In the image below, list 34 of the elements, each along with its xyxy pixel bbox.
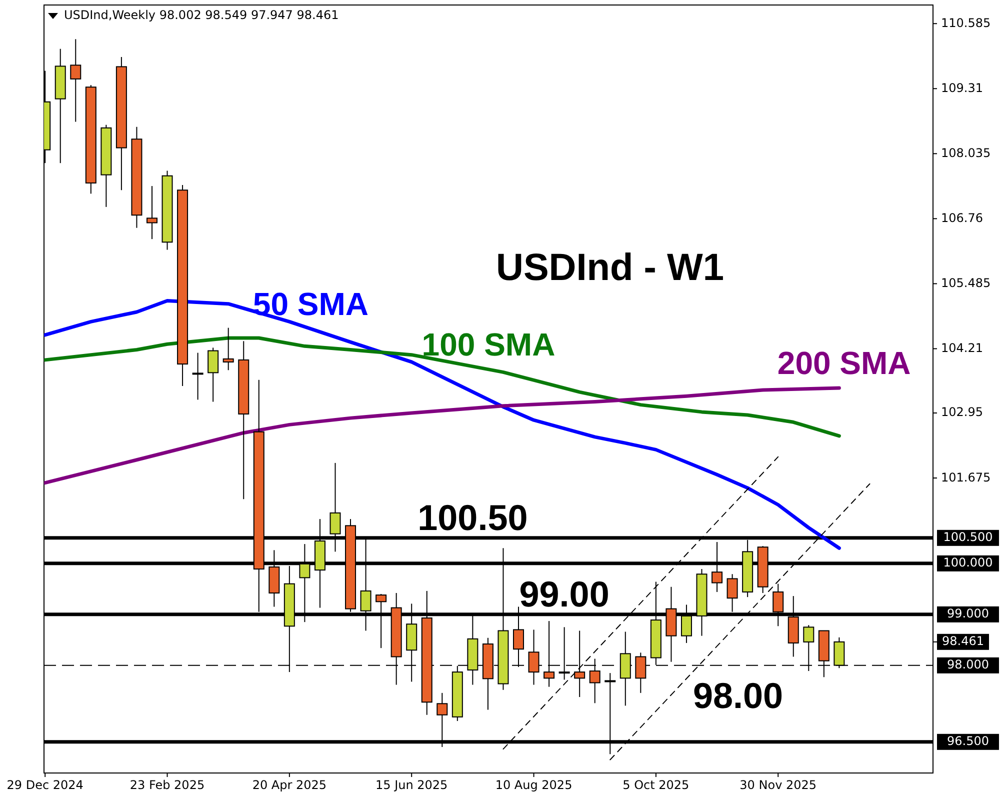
x-tick-label: 20 Apr 2025 (252, 778, 327, 792)
text: USDInd - W1 (496, 247, 724, 289)
ref-line-label: 100.500 (943, 530, 993, 544)
text: 98.461 (942, 634, 984, 648)
ref-line-label: 96.500 (947, 734, 989, 748)
series-label: 200 SMA (777, 344, 911, 381)
annotation: 99.00 (519, 573, 610, 614)
y-tick-label: 108.035 (941, 146, 991, 160)
series-label: 100 SMA (422, 326, 556, 362)
candlestick (222, 327, 234, 371)
y-tick-label: 106.76 (941, 210, 983, 225)
candlestick (208, 347, 219, 402)
annotation: 100.50 (418, 496, 528, 538)
y-tick-label: 101.675 (941, 470, 991, 484)
x-tick-label: 5 Oct 2025 (622, 778, 690, 792)
ref-line-label: 98.000 (947, 658, 989, 672)
x-tick-label: 30 Nov 2025 (740, 778, 817, 792)
y-tick-label: 105.485 (941, 276, 991, 290)
ref-line-label: 99.000 (947, 606, 989, 621)
x-tick-label: 15 Jun 2025 (376, 778, 448, 792)
candlestick (192, 352, 204, 400)
y-tick-label: 110.585 (941, 16, 991, 30)
ref-line-label: 100.000 (943, 556, 993, 570)
y-tick-label: 104.21 (941, 340, 983, 355)
chart-subtitle: USDInd,Weekly 98.002 98.549 97.947 98.461 (64, 8, 339, 22)
candlestick (146, 186, 158, 240)
x-tick-label: 10 Aug 2025 (495, 778, 572, 792)
annotation: 98.00 (692, 675, 784, 716)
x-tick-label: 23 Feb 2025 (130, 778, 205, 792)
y-tick-label: 109.31 (941, 80, 983, 95)
candlestick (70, 38, 82, 122)
line-series (44, 386, 841, 485)
x-tick-label: 29 Dec 2024 (6, 778, 84, 792)
y-tick-label: 102.95 (941, 405, 983, 420)
